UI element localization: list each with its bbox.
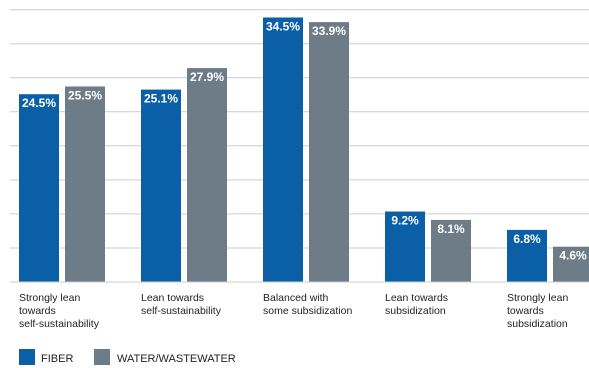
bar-fiber-2 <box>263 17 303 282</box>
category-label: Strongly lean towards self-sustainability <box>19 292 100 330</box>
category-label: Balanced with some subsidization <box>263 292 352 317</box>
category-label-line: self-sustainability <box>141 305 222 317</box>
legend-swatch-water <box>94 349 110 365</box>
bar-water-3 <box>431 219 471 282</box>
category-label-line: subsidization <box>507 318 568 330</box>
bar-fiber-0 <box>19 94 59 282</box>
bar-value-label: 34.5% <box>266 20 300 34</box>
category-label-line: towards <box>19 305 56 317</box>
category-label: Lean towards subsidization <box>385 292 448 317</box>
bar-value-labels: 24.5% 25.5% 25.1% 27.9% 34.5% 33.9% 9.2% 8.1% 6.… <box>22 20 587 263</box>
category-label: Strongly lean towards subsidization <box>507 292 568 330</box>
bar-value-label: 25.5% <box>68 89 102 103</box>
bar-value-label: 33.9% <box>312 24 346 38</box>
legend-label-water: WATER/WASTEWATER <box>117 353 236 365</box>
bar-value-label: 6.8% <box>513 232 541 246</box>
bar-value-label: 9.2% <box>391 214 419 228</box>
category-label-line: self-sustainability <box>19 318 100 330</box>
category-label-line: Lean towards <box>385 292 448 304</box>
category-label-line: Lean towards <box>141 292 204 304</box>
bar-fiber-1 <box>141 89 181 282</box>
bar-value-label: 8.1% <box>437 222 465 236</box>
bar-value-label: 4.6% <box>559 249 587 263</box>
category-label-line: some subsidization <box>263 305 352 317</box>
category-label-line: Strongly lean <box>507 292 568 304</box>
category-label-line: subsidization <box>385 305 446 317</box>
bar-water-0 <box>65 86 105 282</box>
category-label-line: Balanced with <box>263 292 329 304</box>
bar-fiber-3 <box>385 211 425 282</box>
legend: FIBER WATER/WASTEWATER <box>19 349 236 365</box>
bar-water-4 <box>553 246 589 282</box>
bar-water-2 <box>309 22 349 282</box>
category-label-line: Strongly lean <box>19 292 80 304</box>
bars <box>19 17 589 282</box>
legend-swatch-fiber <box>19 349 35 365</box>
category-label: Lean towards self-sustainability <box>141 292 222 317</box>
category-labels: Strongly lean towards self-sustainabilityL… <box>19 292 568 330</box>
bar-value-label: 27.9% <box>190 70 224 84</box>
bar-water-1 <box>187 68 227 282</box>
bar-fiber-4 <box>507 229 547 282</box>
bar-value-label: 25.1% <box>144 92 178 106</box>
legend-label-fiber: FIBER <box>41 353 73 365</box>
category-label-line: towards <box>507 305 544 317</box>
bar-value-label: 24.5% <box>22 96 56 110</box>
